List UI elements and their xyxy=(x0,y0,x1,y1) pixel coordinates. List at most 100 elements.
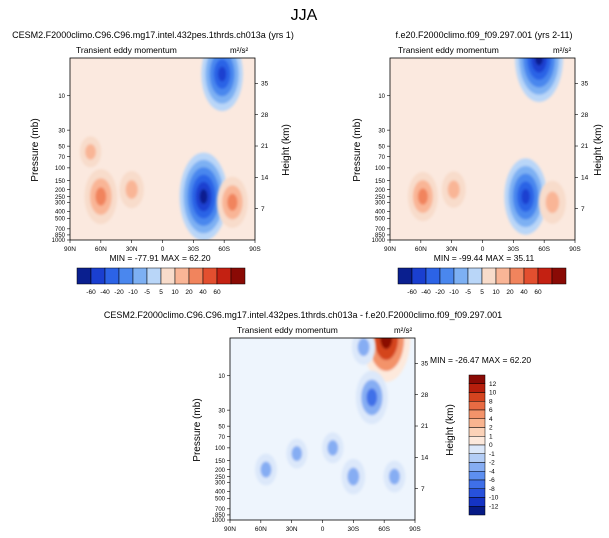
panel-1-ytick-right-label: 35 xyxy=(261,81,269,88)
panel-b-minmax: MIN = -99.44 MAX = 35.11 xyxy=(434,253,535,263)
panel-1-data-feature-6 xyxy=(79,136,102,168)
panel-2-ytick-label: 700 xyxy=(375,227,386,233)
colorbar-2-swatch xyxy=(453,267,469,285)
panel-3-ytick-label: 300 xyxy=(215,480,226,486)
colorbar-2-label: -20 xyxy=(435,289,445,296)
colorbar-1-swatch xyxy=(174,267,190,285)
panel-2-ytick-label: 500 xyxy=(375,216,386,222)
panel-1-data-feature-1 xyxy=(84,169,118,225)
colorbar-3-label: -2 xyxy=(489,460,495,467)
panel-b-units: m²/s² xyxy=(553,46,572,55)
panel-1-ytick-label: 70 xyxy=(58,155,65,161)
panel-2-ytick-label: 400 xyxy=(375,209,386,215)
colorbar-2-swatch xyxy=(495,267,511,285)
panel-3-ytick-label: 70 xyxy=(218,435,225,441)
colorbar-2-swatch xyxy=(537,267,553,285)
colorbar-2-swatch xyxy=(467,267,483,285)
panel-1-xtick-label: 90S xyxy=(249,246,261,253)
colorbar-1-swatch xyxy=(230,267,246,285)
panel-2-xtick-label: 30S xyxy=(508,246,520,253)
colorbar-2-label: 40 xyxy=(520,289,528,296)
colorbar-1-swatch xyxy=(76,267,92,285)
colorbar-2-label: 5 xyxy=(480,289,484,296)
panel-1-ytick-label: 150 xyxy=(55,179,66,185)
panel-1-ytick-label: 10 xyxy=(58,94,65,100)
colorbar-2-swatch xyxy=(411,267,427,285)
panel-2-ytick-right-label: 28 xyxy=(581,112,589,119)
colorbar-3-label: 10 xyxy=(489,390,497,397)
colorbar-3-swatch xyxy=(468,453,486,463)
panel-3-ytick-label: 850 xyxy=(215,513,226,519)
colorbar-3-swatch xyxy=(468,506,486,516)
panel-3-data-feature-3 xyxy=(355,370,388,425)
panel-3-ytick-right-label: 21 xyxy=(421,423,429,430)
colorbar-3-label: 12 xyxy=(489,381,497,388)
colorbar-3-swatch xyxy=(468,488,486,498)
panel-3-data-feature-4 xyxy=(341,458,366,495)
colorbar-2-swatch xyxy=(551,267,567,285)
panel-b: f.e20.F2000climo.f09_f09.297.001 (yrs 2-… xyxy=(352,30,604,296)
panel-c-title: CESM2.F2000climo.C96.C96.mg17.intel.432p… xyxy=(104,310,502,320)
panel-3-ytick-label: 1000 xyxy=(212,518,226,524)
panel-a-title: CESM2.F2000climo.C96.C96.mg17.intel.432p… xyxy=(12,30,294,40)
colorbar-1-label: 40 xyxy=(199,289,207,296)
colorbar-3-label: -10 xyxy=(489,495,499,502)
panel-2-xtick-label: 0 xyxy=(481,246,485,253)
panel-1-ytick-label: 700 xyxy=(55,227,66,233)
panel-1-xtick-label: 30N xyxy=(126,246,138,253)
panel-2-ytick-right-label: 7 xyxy=(581,206,585,213)
colorbar-3-label: -8 xyxy=(489,486,495,493)
panel-2-ytick-right-label: 35 xyxy=(581,81,589,88)
colorbar-3-swatch xyxy=(468,471,486,481)
panel-2-ytick-label: 30 xyxy=(378,128,385,134)
panel-3-xtick-label: 90S xyxy=(409,526,421,533)
panel-b-ylabel: Pressure (mb) xyxy=(352,118,363,181)
colorbar-3-swatch xyxy=(468,374,486,384)
panel-3-data-feature-5 xyxy=(255,453,277,486)
panel-c: CESM2.F2000climo.C96.C96.mg17.intel.432p… xyxy=(104,310,532,533)
colorbar-3-label: 8 xyxy=(489,398,493,405)
panel-3-data-feature-6 xyxy=(286,438,308,469)
colorbar-2-label: -5 xyxy=(465,289,471,296)
colorbar-2-label: 20 xyxy=(506,289,514,296)
panel-3-xtick-label: 30S xyxy=(348,526,360,533)
panel-2-ytick-label: 50 xyxy=(378,144,385,150)
panel-1-ytick-label: 300 xyxy=(55,200,66,206)
colorbar-1-label: 60 xyxy=(213,289,221,296)
panel-2-data-feature-3 xyxy=(504,158,547,235)
panel-3-ytick-label: 30 xyxy=(218,408,225,414)
panel-2-xtick-label: 90N xyxy=(384,246,396,253)
panel-2-xtick-label: 60S xyxy=(538,246,550,253)
colorbar-3-swatch xyxy=(468,444,486,454)
panel-3-ytick-label: 200 xyxy=(215,468,226,474)
panel-2-ytick-label: 300 xyxy=(375,200,386,206)
panel-1-ytick-label: 250 xyxy=(55,195,66,201)
colorbar-3-swatch xyxy=(468,383,486,393)
colorbar-2-label: 10 xyxy=(492,289,500,296)
colorbar-3-label: -4 xyxy=(489,468,495,475)
colorbar-3-label: 1 xyxy=(489,433,493,440)
colorbar-1-label: 10 xyxy=(171,289,179,296)
panel-1-data-feature-2 xyxy=(119,170,144,209)
panel-3-ytick-label: 700 xyxy=(215,507,226,513)
colorbar-1-label: -5 xyxy=(144,289,150,296)
panel-a-minmax: MIN = -77.91 MAX = 62.20 xyxy=(109,253,210,263)
panel-2-ytick-label: 850 xyxy=(375,233,386,239)
colorbar-1-swatch xyxy=(146,267,162,285)
panel-3-ytick-label: 250 xyxy=(215,475,226,481)
panel-c-units: m²/s² xyxy=(394,326,413,335)
panel-2-ytick-label: 200 xyxy=(375,188,386,194)
colorbar-3-label: -1 xyxy=(489,451,495,458)
panel-3-xtick-label: 90N xyxy=(224,526,236,533)
panel-2-xtick-label: 60N xyxy=(415,246,427,253)
colorbar-1-swatch xyxy=(118,267,134,285)
panel-1-xtick-label: 60N xyxy=(95,246,107,253)
colorbar-1-swatch xyxy=(104,267,120,285)
panel-a-units: m²/s² xyxy=(230,46,249,55)
colorbar-2-label: -60 xyxy=(407,289,417,296)
panel-2-ytick-label: 250 xyxy=(375,195,386,201)
panel-3-ytick-right-label: 7 xyxy=(421,486,425,493)
panel-a-ylabel-right: Height (km) xyxy=(281,124,292,176)
panel-3-ytick-label: 50 xyxy=(218,424,225,430)
colorbar-3-label: 0 xyxy=(489,442,493,449)
